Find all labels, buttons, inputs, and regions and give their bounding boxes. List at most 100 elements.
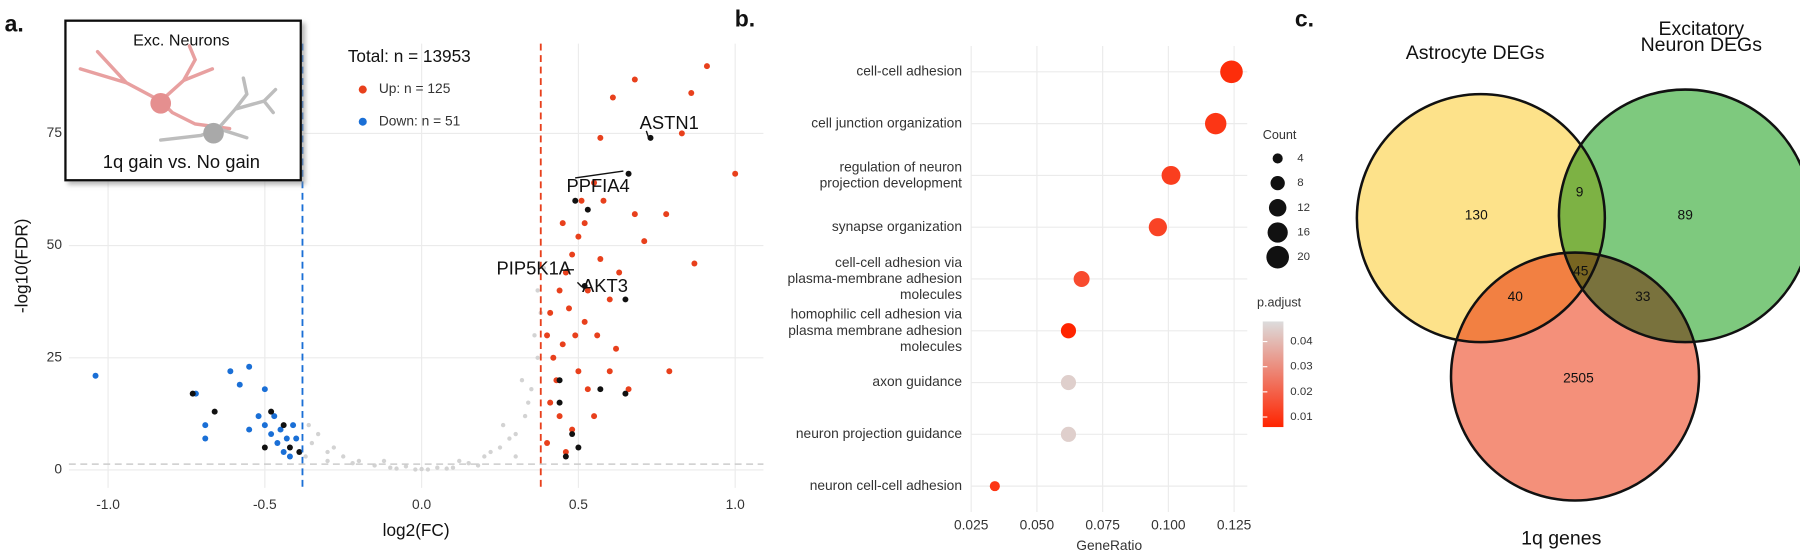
point <box>507 436 512 441</box>
point <box>488 449 493 455</box>
dot <box>1148 218 1167 237</box>
point <box>691 260 698 267</box>
gene-label: ASTN1 <box>640 112 699 133</box>
point <box>381 458 387 464</box>
point <box>597 134 604 141</box>
dot <box>1161 165 1181 185</box>
point <box>584 386 591 393</box>
point <box>688 90 695 96</box>
point <box>227 368 234 375</box>
x-tick-label: 0.5 <box>569 497 588 512</box>
panel-label: b. <box>735 6 755 32</box>
x-tick-label: -0.5 <box>253 497 277 512</box>
point <box>556 413 563 420</box>
point <box>572 332 579 339</box>
panel-label: a. <box>5 10 24 36</box>
point <box>522 413 528 419</box>
size-legend-dot <box>1270 175 1285 191</box>
region-count: 9 <box>1576 185 1584 200</box>
point <box>268 431 275 438</box>
x-tick-label: 1.0 <box>726 497 745 512</box>
point <box>497 445 503 450</box>
point <box>541 265 547 271</box>
dot <box>1220 60 1243 84</box>
legend-swatch <box>358 85 367 94</box>
x-tick-label: -1.0 <box>96 497 120 512</box>
gene-label: AKT3 <box>582 275 628 296</box>
point <box>663 211 670 218</box>
neuron-body <box>150 93 172 114</box>
region-count: 45 <box>1573 264 1589 279</box>
venn-panel: c. Astrocyte DEGs Excitatory Neuron DEGs 1q … <box>1295 6 1800 550</box>
point <box>600 197 607 204</box>
size-legend-label: 8 <box>1297 177 1303 189</box>
point <box>647 134 654 141</box>
point <box>296 449 303 455</box>
set-outline <box>1355 92 1607 344</box>
neuron-body <box>203 122 224 144</box>
set-outline <box>1557 88 1800 344</box>
point <box>616 269 623 276</box>
size-legend-label: 16 <box>1297 227 1310 239</box>
panel-label: c. <box>1295 6 1314 32</box>
x-tick-label: 0.0 <box>412 497 431 512</box>
point <box>268 408 275 415</box>
color-legend-title: p.adjust <box>1257 295 1302 309</box>
point <box>482 454 487 459</box>
point <box>622 390 629 397</box>
size-legend-label: 20 <box>1297 251 1310 263</box>
point <box>703 63 710 70</box>
legend-label: Down: n = 51 <box>379 113 460 128</box>
dot <box>1060 374 1077 391</box>
point <box>286 453 293 460</box>
point <box>255 413 262 420</box>
y-axis-title: -log10(FDR) <box>12 218 32 313</box>
point <box>202 435 209 442</box>
point <box>202 422 209 429</box>
point <box>581 220 588 227</box>
point <box>425 467 431 472</box>
point <box>211 408 218 415</box>
dot <box>989 481 1000 492</box>
point <box>575 233 582 240</box>
point <box>556 287 563 294</box>
point <box>246 426 253 433</box>
annotation-leader <box>645 130 650 138</box>
category-label: axon guidance <box>872 374 962 389</box>
point <box>246 363 253 370</box>
point <box>325 458 330 464</box>
size-legend-title: Count <box>1263 128 1297 142</box>
point <box>315 431 321 437</box>
point <box>597 386 604 393</box>
size-legend-label: 4 <box>1297 152 1304 164</box>
x-tick-label: 0.100 <box>1151 517 1186 532</box>
gene-label: PIP5K1A <box>497 258 572 279</box>
point <box>575 368 582 375</box>
set-label: Excitatory Neuron DEGs <box>1641 18 1763 56</box>
point <box>513 454 518 459</box>
point <box>519 378 525 383</box>
point <box>584 206 591 213</box>
point <box>678 130 685 137</box>
category-label: cell junction organization <box>811 115 962 130</box>
size-legend-dot <box>1267 222 1288 243</box>
dot <box>1060 426 1077 442</box>
point <box>280 449 287 455</box>
point <box>578 197 585 204</box>
point <box>535 355 540 360</box>
point <box>556 377 563 384</box>
region-count: 40 <box>1508 289 1524 304</box>
point <box>271 413 278 420</box>
category-label: synapse organization <box>832 219 962 234</box>
point <box>306 422 311 428</box>
point <box>625 386 632 393</box>
dot <box>1204 112 1227 135</box>
point <box>559 341 566 348</box>
point <box>569 426 576 433</box>
region-count: 89 <box>1678 207 1693 222</box>
point <box>92 372 99 379</box>
dot <box>1073 270 1090 287</box>
gene-label: PPFIA4 <box>566 175 629 196</box>
category-label: cell-cell adhesion <box>856 63 962 78</box>
volcano-panel: a. -1.0 -0.5 0.0 0.5 1.0 0 25 50 75 log2(FC) -log10… <box>5 10 764 540</box>
